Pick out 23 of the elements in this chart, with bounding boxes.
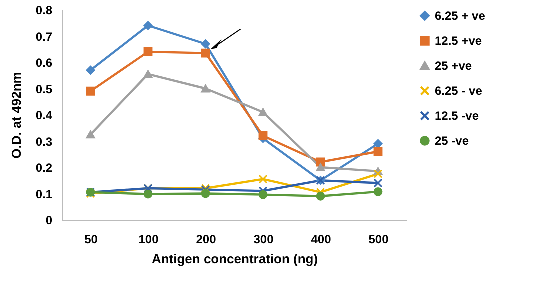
y-tick-label: 0 <box>46 214 53 228</box>
x-tick-label: 300 <box>254 232 274 246</box>
legend-label: 25 +ve <box>435 59 472 73</box>
y-axis-title: O.D. at 492nm <box>8 72 24 159</box>
legend-label: 6.25 - ve <box>435 84 483 98</box>
x-tick-label: 50 <box>84 232 98 246</box>
legend-label: 12.5 +ve <box>435 34 482 48</box>
y-tick-label: 0.8 <box>36 4 53 18</box>
x-tick-label: 100 <box>138 232 160 246</box>
legend-label: 12.5 -ve <box>435 109 480 123</box>
y-tick-label: 0.2 <box>36 161 53 175</box>
y-tick-label: 0.6 <box>36 56 53 70</box>
legend-label: 25 -ve <box>435 134 470 148</box>
x-axis-title: Antigen concentration (ng) <box>152 252 318 266</box>
y-tick-label: 0.4 <box>36 108 53 122</box>
x-tick-label: 200 <box>196 232 217 246</box>
legend-label: 6.25 + ve <box>435 9 486 23</box>
y-tick-label: 0.3 <box>36 134 53 149</box>
x-tick-label: 400 <box>311 232 332 246</box>
y-tick-label: 0.5 <box>36 82 53 96</box>
x-tick-label: 500 <box>368 232 390 246</box>
y-tick-label: 0.1 <box>36 187 53 202</box>
y-tick-label: 0.7 <box>36 30 53 44</box>
